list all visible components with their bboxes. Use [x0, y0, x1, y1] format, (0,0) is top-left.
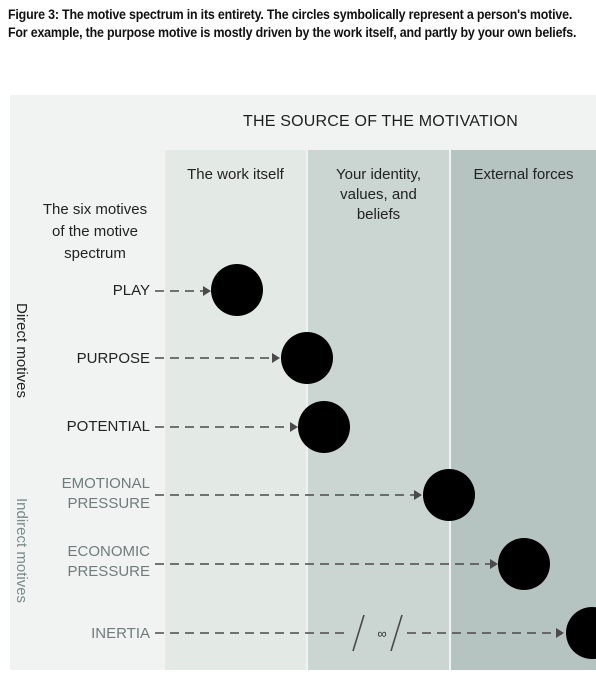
- motive-circle-emotional-pressure: [423, 469, 475, 521]
- arrow-head-economic-pressure: [490, 559, 498, 569]
- six-motives-title: The six motives of the motive spectrum: [22, 199, 168, 265]
- source-of-motivation-title: THE SOURCE OF THE MOTIVATION: [243, 113, 518, 130]
- column-heading-identity: Your identity, values, and beliefs: [308, 165, 449, 225]
- motive-label-potential: POTENTIAL: [67, 417, 150, 437]
- arrow-head-emotional-pressure: [414, 490, 422, 500]
- motive-label-line: PURPOSE: [76, 350, 150, 367]
- motive-label-line: EMOTIONAL: [61, 475, 150, 492]
- motive-label-purpose: PURPOSE: [77, 349, 150, 369]
- break-slash-left: [352, 614, 365, 652]
- motive-label-emotional-pressure: EMOTIONAL PRESSURE: [62, 474, 150, 514]
- column-work-itself: [165, 150, 306, 670]
- arrow-head-purpose: [272, 353, 280, 363]
- column-heading-identity-line: values, and: [340, 186, 417, 203]
- motive-label-play: PLAY: [113, 281, 150, 301]
- motive-circle-inertia: [566, 607, 596, 659]
- motive-label-inertia: INERTIA: [91, 624, 150, 644]
- motive-label-line: PLAY: [112, 282, 150, 299]
- infinity-symbol: ∞: [377, 626, 386, 641]
- motive-label-line: PRESSURE: [67, 563, 150, 580]
- six-motives-title-line: The six motives: [42, 201, 148, 218]
- motive-label-line: INERTIA: [91, 625, 150, 642]
- column-heading-work: The work itself: [187, 166, 284, 183]
- motive-label-line: ECONOMIC: [67, 543, 151, 560]
- six-motives-title-line: spectrum: [64, 245, 126, 262]
- arrow-head-potential: [290, 422, 298, 432]
- motive-circle-economic-pressure: [498, 538, 550, 590]
- motive-circle-purpose: [281, 332, 333, 384]
- motive-label-line: PRESSURE: [67, 495, 150, 512]
- break-slash-right: [390, 614, 403, 652]
- arrow-head-inertia: [556, 628, 564, 638]
- motive-circle-play: [211, 264, 263, 316]
- six-motives-title-line: of the motive: [52, 223, 138, 240]
- motive-label-line: POTENTIAL: [66, 418, 150, 435]
- arrow-head-play: [203, 286, 211, 296]
- motive-circle-potential: [298, 401, 350, 453]
- column-heading-external: External forces: [473, 166, 574, 183]
- figure-caption: Figure 3: The motive spectrum in its ent…: [8, 7, 577, 40]
- column-heading-identity-line: beliefs: [356, 206, 401, 223]
- motive-label-economic-pressure: ECONOMIC PRESSURE: [67, 542, 150, 582]
- column-heading-identity-line: Your identity,: [335, 166, 422, 183]
